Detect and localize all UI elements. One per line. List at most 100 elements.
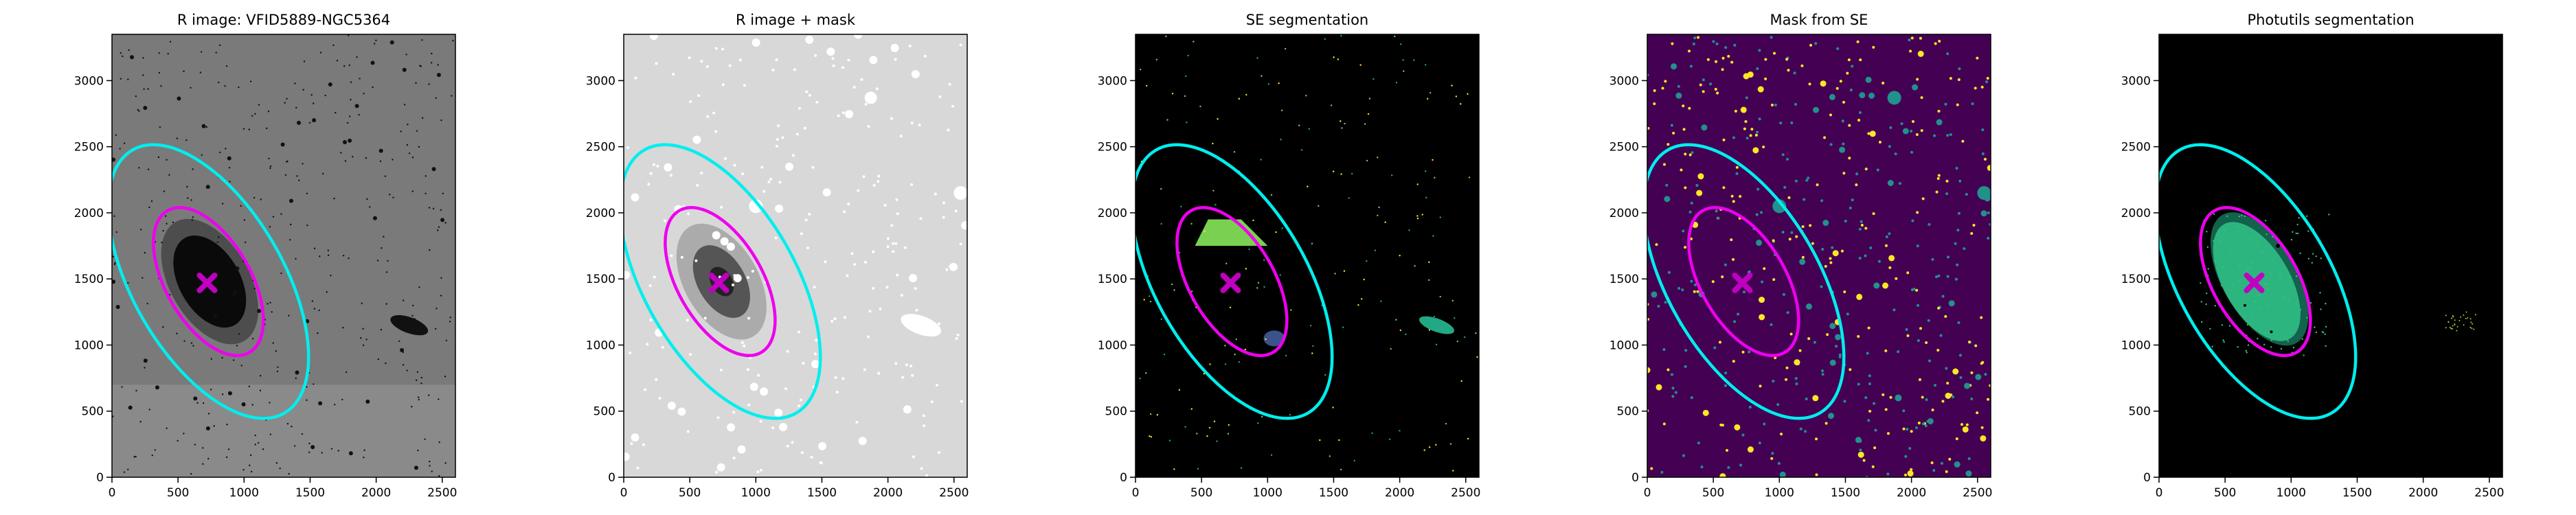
decor: [867, 125, 870, 128]
decor: [1886, 472, 1890, 476]
decor: [1377, 157, 1379, 159]
decor: [1895, 394, 1902, 402]
decor: [1424, 170, 1427, 172]
decor: [147, 168, 150, 170]
decor: [2299, 309, 2302, 311]
decor: [200, 51, 203, 53]
decor: [802, 361, 805, 365]
decor: [2465, 318, 2467, 320]
decor: [1233, 151, 1236, 153]
decor: [157, 156, 160, 159]
decor: [1699, 83, 1702, 87]
decor: [310, 94, 313, 96]
decor: [1927, 417, 1934, 424]
decor: [225, 65, 228, 67]
decor: [313, 247, 316, 250]
decor: [1156, 413, 1159, 416]
decor: [1781, 153, 1785, 157]
decor: [262, 448, 264, 450]
decor: [2244, 215, 2246, 218]
decor: [286, 98, 288, 100]
decor: [1936, 349, 1940, 352]
decor: [728, 64, 732, 67]
decor: [1657, 304, 1660, 308]
decor: [166, 427, 168, 429]
decor: [1855, 172, 1859, 176]
decor: [267, 110, 270, 113]
decor: [2259, 295, 2261, 297]
decor: [1451, 84, 1453, 87]
decor: [1690, 237, 1693, 240]
decor: [358, 113, 360, 116]
decor: [1662, 422, 1666, 426]
decor: [1909, 49, 1912, 53]
decor: [2239, 264, 2241, 267]
decor: [769, 178, 773, 181]
decor: [435, 97, 437, 99]
decor: [280, 142, 285, 147]
decor: [1908, 38, 1911, 42]
decor: [909, 365, 913, 368]
decor: [139, 420, 142, 423]
decor: [1829, 93, 1835, 100]
decor: [155, 385, 159, 390]
decor: [438, 398, 440, 400]
decor: [1820, 199, 1824, 203]
decor: [327, 254, 330, 257]
decor: [1324, 38, 1326, 40]
decor: [831, 319, 834, 323]
x-tick-label: 500: [679, 486, 701, 500]
decor: [269, 167, 271, 170]
decor: [381, 247, 383, 249]
decor: [1445, 422, 1447, 425]
decor: [2465, 311, 2467, 313]
decor: [1944, 102, 1947, 106]
decor: [799, 398, 802, 402]
decor: [1330, 104, 1333, 106]
decor: [700, 60, 703, 63]
decor: [1702, 409, 1709, 416]
decor: [626, 146, 629, 150]
decor: [845, 110, 854, 119]
decor: [738, 58, 742, 62]
decor: [1787, 69, 1790, 72]
decor: [1351, 172, 1353, 175]
decor: [2255, 300, 2257, 303]
decor: [249, 464, 251, 466]
decor: [1782, 293, 1785, 296]
decor: [672, 72, 675, 76]
decor: [350, 98, 352, 101]
decor: [875, 87, 879, 91]
y-tick-label: 2500: [1098, 141, 1127, 154]
decor: [2452, 314, 2454, 317]
decor: [1670, 124, 1673, 127]
decor: [1429, 91, 1432, 94]
panel-title: SE segmentation: [1246, 12, 1368, 28]
x-tick-label: 1000: [1765, 486, 1794, 500]
decor: [2298, 216, 2300, 219]
decor: [2315, 255, 2317, 258]
decor: [1946, 275, 1950, 278]
decor: [1180, 205, 1182, 207]
decor: [1805, 179, 1809, 182]
decor: [1343, 270, 1346, 272]
decor: [1371, 432, 1373, 434]
decor: [1921, 197, 1925, 201]
decor: [385, 303, 387, 305]
decor: [776, 138, 779, 141]
decor: [374, 43, 376, 45]
decor: [2472, 323, 2474, 325]
decor: [1730, 238, 1733, 242]
decor: [449, 321, 451, 323]
y-tick-label: 0: [1631, 471, 1639, 485]
decor: [286, 422, 289, 425]
decor: [1724, 384, 1727, 387]
decor: [190, 199, 192, 201]
decor: [831, 57, 835, 60]
decor: [1804, 430, 1807, 433]
decor: [319, 52, 322, 54]
decor: [366, 198, 368, 201]
decor: [883, 203, 887, 207]
decor: [1956, 103, 1959, 106]
decor: [1897, 350, 1900, 354]
